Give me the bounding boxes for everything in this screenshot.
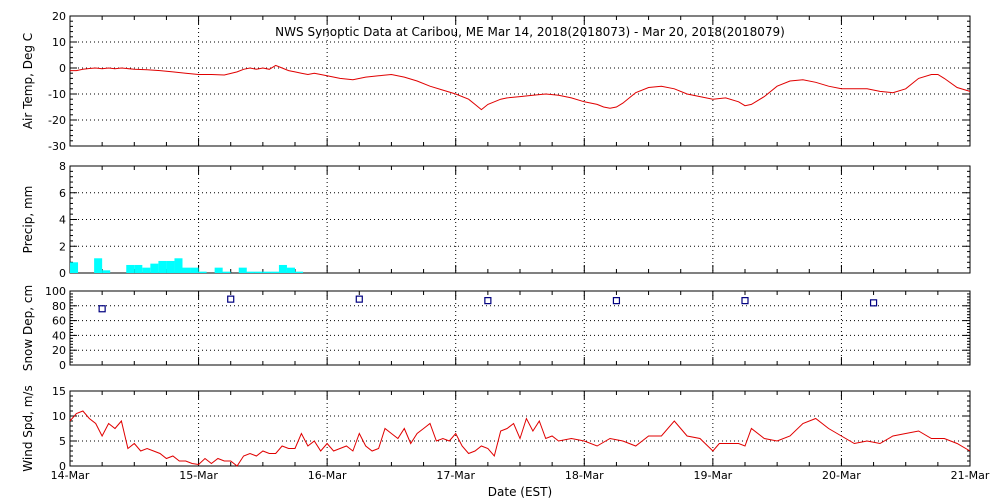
panel-2-precip-bar bbox=[174, 258, 183, 273]
panel-1-ytick-label: 10 bbox=[52, 36, 66, 49]
panel-2-precip-bar bbox=[142, 267, 151, 273]
panel-3-ytick-label: 0 bbox=[59, 359, 66, 372]
panel-3-snow-point bbox=[227, 295, 235, 303]
panel-2-precip-bar bbox=[222, 271, 231, 273]
panel-2-precip-bar bbox=[94, 258, 103, 273]
panel-1-ytick-label: 20 bbox=[52, 10, 66, 23]
panel-3-frame bbox=[69, 290, 971, 366]
x-tick-label: 20-Mar bbox=[822, 469, 861, 482]
panel-2-precip-bar bbox=[150, 263, 159, 273]
panel-1-frame bbox=[69, 15, 971, 147]
panel-2-precip-bar bbox=[262, 271, 271, 273]
panel-2-precip-bar bbox=[166, 260, 175, 273]
panel-2-precip-bar bbox=[214, 267, 223, 273]
panel-4-series-line bbox=[69, 410, 971, 467]
panel-2-precip-bar bbox=[134, 264, 143, 273]
panel-2-ylabel: Precip, mm bbox=[21, 186, 35, 254]
panel-2-ytick-label: 6 bbox=[59, 187, 66, 200]
panel-1-ytick-label: -30 bbox=[48, 140, 66, 153]
x-tick-label: 19-Mar bbox=[693, 469, 732, 482]
panel-4-ylabel: Wind Spd, m/s bbox=[21, 385, 35, 471]
panel-2-precip-bar bbox=[158, 260, 167, 273]
panel-2-ytick-label: 2 bbox=[59, 240, 66, 253]
panel-3-ytick-label: 60 bbox=[52, 315, 66, 328]
panel-2-precip-bar bbox=[126, 264, 135, 273]
panel-2-precip-bar bbox=[70, 262, 79, 273]
panel-2-precip-bar bbox=[190, 267, 199, 273]
x-tick-label: 17-Mar bbox=[436, 469, 475, 482]
panel-4-ytick-label: 5 bbox=[59, 435, 66, 448]
panel-3-snow-point bbox=[355, 295, 363, 303]
panel-3-ytick-label: 100 bbox=[45, 285, 66, 298]
panel-2-precip-bar bbox=[295, 271, 304, 273]
panel-2-precip-bar bbox=[246, 271, 255, 273]
panel-3-snow-point bbox=[741, 297, 749, 305]
panel-2-precip-bar bbox=[254, 271, 263, 273]
panel-3-snow-point bbox=[98, 305, 106, 313]
panel-1-ytick-label: -10 bbox=[48, 88, 66, 101]
panel-3-ylabel: Snow Dep, cm bbox=[21, 285, 35, 371]
panel-4-ytick-label: 10 bbox=[52, 410, 66, 423]
panel-3-snow-point bbox=[612, 297, 621, 305]
panel-3-ytick-label: 40 bbox=[52, 329, 66, 342]
chart-title: NWS Synoptic Data at Caribou, ME Mar 14,… bbox=[275, 25, 785, 39]
panel-2-frame bbox=[69, 165, 971, 274]
x-tick-label: 15-Mar bbox=[179, 469, 218, 482]
panel-1-ytick-label: -20 bbox=[48, 114, 66, 127]
panel-1-ytick-label: 0 bbox=[59, 62, 66, 75]
panel-2-precip-bar bbox=[182, 267, 191, 273]
panel-2-precip-bar bbox=[286, 267, 295, 273]
panel-3-ytick-label: 20 bbox=[52, 344, 66, 357]
panel-2-precip-bar bbox=[102, 270, 111, 273]
panel-2-ytick-label: 0 bbox=[59, 267, 66, 280]
x-tick-label: 14-Mar bbox=[51, 469, 90, 482]
panel-3-snow-point bbox=[484, 297, 492, 305]
x-tick-label: 21-Mar bbox=[951, 469, 990, 482]
panel-3-snow-point bbox=[869, 299, 878, 307]
panel-2-ytick-label: 4 bbox=[59, 214, 66, 227]
panel-1-series-line bbox=[70, 64, 971, 111]
panel-2-precip-bar bbox=[238, 267, 247, 273]
panel-2-ytick-label: 8 bbox=[59, 160, 66, 173]
x-axis-label: Date (EST) bbox=[488, 485, 552, 499]
x-tick-label: 18-Mar bbox=[565, 469, 604, 482]
panel-4-ytick-label: 15 bbox=[52, 385, 66, 398]
panel-2-precip-bar bbox=[198, 271, 207, 273]
panel-2-precip-bar bbox=[270, 271, 279, 273]
panel-4-ytick-label: 0 bbox=[59, 460, 66, 473]
panel-1-ylabel: Air Temp, Deg C bbox=[21, 33, 35, 129]
panel-3-ytick-label: 80 bbox=[52, 300, 66, 313]
x-tick-label: 16-Mar bbox=[308, 469, 347, 482]
panel-2-precip-bar bbox=[278, 264, 287, 273]
panel-4-frame bbox=[69, 390, 971, 467]
